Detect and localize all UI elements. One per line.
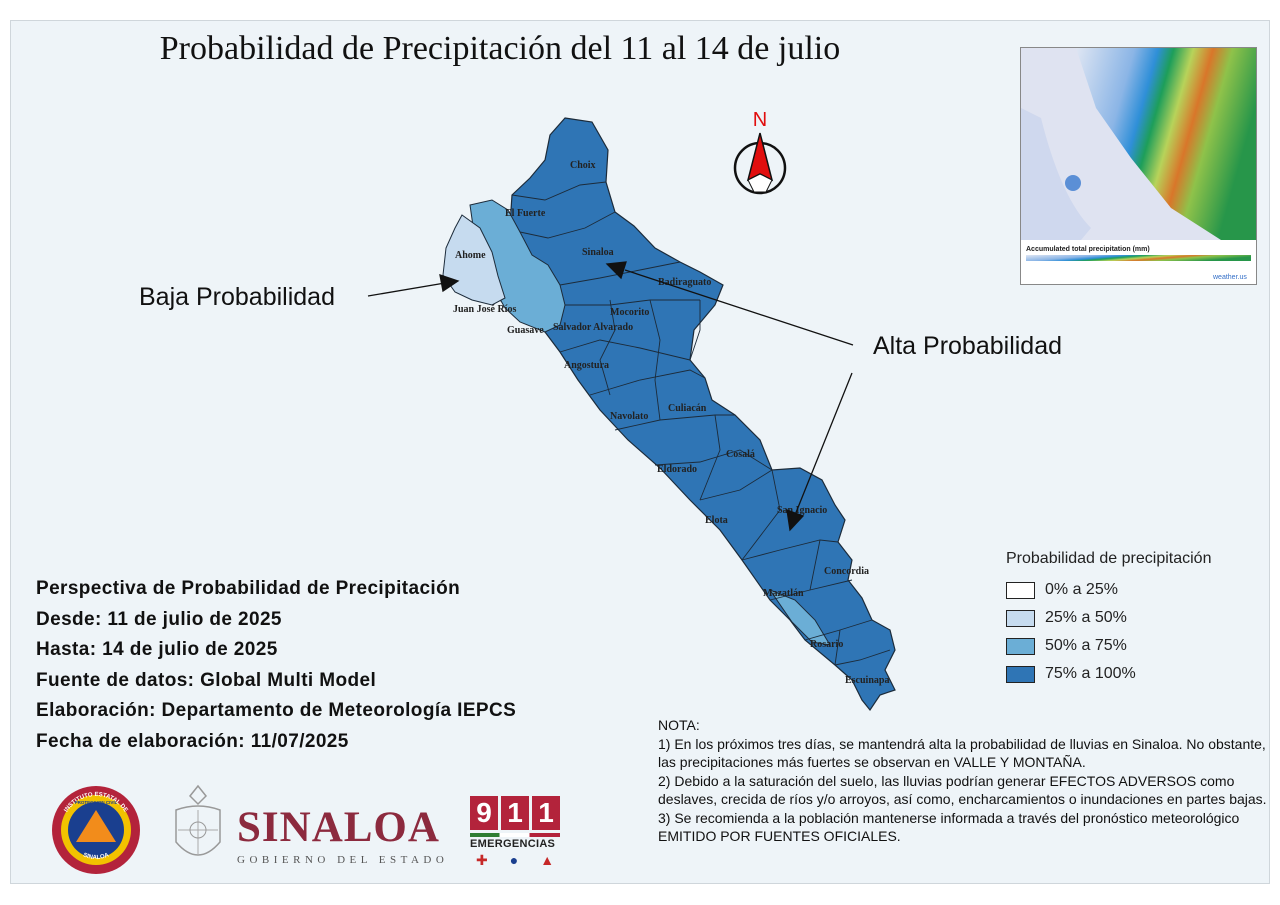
legend-label: 25% a 50% xyxy=(1045,609,1127,626)
legend-item: 25% a 50% xyxy=(1006,604,1211,632)
north-arrow-icon: N xyxy=(733,109,787,195)
svg-text:SINALOA: SINALOA xyxy=(82,852,110,861)
info-end-date: Hasta: 14 de julio de 2025 xyxy=(36,639,278,660)
logo-pc-bottom-text: SINALOA xyxy=(82,852,110,861)
municipality-label: Angostura xyxy=(564,360,609,371)
high-annotation-arrow-2 xyxy=(794,372,853,516)
municipality-label: Sinaloa xyxy=(582,247,614,258)
map-legend: Probabilidad de precipitación 0% a 25% 2… xyxy=(1006,550,1211,688)
info-author: Elaboración: Departamento de Meteorologí… xyxy=(36,700,517,721)
municipality-label: Culiacán xyxy=(668,403,707,414)
legend-swatch xyxy=(1006,637,1035,655)
high-annotation-arrow-1 xyxy=(624,269,854,346)
note-heading: NOTA: xyxy=(658,717,700,733)
logo-911-digit: 9 xyxy=(470,796,498,830)
municipality-label: San Ignacio xyxy=(777,505,827,516)
legend-item: 75% a 100% xyxy=(1006,660,1211,688)
inset-map: Accumulated total precipitation (mm) wea… xyxy=(1021,48,1256,284)
info-start-date: Desde: 11 de julio de 2025 xyxy=(36,608,282,630)
municipality-label: Badiraguato xyxy=(658,277,711,288)
north-label: N xyxy=(753,109,767,131)
fire-icon: ▲ xyxy=(540,852,555,868)
legend-label: 0% a 25% xyxy=(1045,581,1118,598)
municipality-label: Cosalá xyxy=(726,449,755,460)
municipality-label: Mazatlán xyxy=(763,588,804,599)
precipitation-model-inset: Accumulated total precipitation (mm) wea… xyxy=(1020,47,1257,285)
note-item-1: 1) En los próximos tres días, se mantend… xyxy=(658,735,1266,771)
arrowhead-icon xyxy=(605,261,627,280)
gobierno-sinaloa-logo: SINALOA GOBIERNO DEL ESTADO xyxy=(237,804,449,866)
municipality-label: Salvador Alvarado xyxy=(553,322,633,333)
note-block: NOTA: 1) En los próximos tres días, se m… xyxy=(658,716,1273,846)
legend-label: 50% a 75% xyxy=(1045,637,1127,654)
municipality-label: Escuinapa xyxy=(845,675,889,686)
municipality-label: Juan José Ríos xyxy=(453,304,516,315)
cross-icon: ✚ xyxy=(476,852,488,868)
legend-swatch xyxy=(1006,581,1035,599)
low-probability-region xyxy=(442,214,506,306)
municipality-label: Ahome xyxy=(455,250,486,261)
logo-pc-mid-text: PROTECCION CIVIL xyxy=(75,800,118,805)
logo-911-digit: 1 xyxy=(501,796,529,830)
legend-swatch xyxy=(1006,609,1035,627)
legend-item: 0% a 25% xyxy=(1006,576,1211,604)
info-created-date: Fecha de elaboración: 11/07/2025 xyxy=(36,730,349,752)
legend-label: 75% a 100% xyxy=(1045,665,1136,682)
municipality-label: El Fuerte xyxy=(505,208,546,219)
municipality-label: Rosario xyxy=(810,639,843,650)
logo-911-stripe xyxy=(470,833,560,837)
coastal-mid-strip xyxy=(768,588,831,646)
info-data-source: Fuente de datos: Global Multi Model xyxy=(36,669,377,691)
low-annotation-arrow xyxy=(367,282,446,297)
emergencias-911-logo: 9 1 1 EMERGENCIAS ✚ ● ▲ xyxy=(470,796,560,869)
municipality-label: Guasave xyxy=(507,325,544,336)
police-cap-icon: ● xyxy=(509,852,519,868)
legend-title: Probabilidad de precipitación xyxy=(1006,550,1212,567)
legend-item: 50% a 75% xyxy=(1006,632,1211,660)
municipality-label: Elota xyxy=(705,515,728,526)
state-coat-of-arms-icon xyxy=(175,784,221,856)
arrowhead-icon xyxy=(439,274,460,293)
proteccion-civil-logo: INSTITUTO ESTATAL DE PROTECCION CIVIL SI… xyxy=(52,786,140,874)
high-probability-label: Alta Probabilidad xyxy=(873,332,1063,360)
low-probability-label: Baja Probabilidad xyxy=(139,283,335,311)
municipality-label: Choix xyxy=(570,160,596,171)
forecast-info: Perspectiva de Probabilidad de Precipita… xyxy=(36,578,516,761)
state-high-probability-region xyxy=(489,117,896,712)
legend-swatch xyxy=(1006,665,1035,683)
inset-colorbar xyxy=(1026,255,1251,261)
municipal-boundaries xyxy=(511,181,891,666)
logo-911-digit: 1 xyxy=(532,796,560,830)
logo-gobierno-word: GOBIERNO DEL ESTADO xyxy=(237,854,449,866)
info-heading: Perspectiva de Probabilidad de Precipita… xyxy=(36,578,461,599)
logo-911-emergencias: EMERGENCIAS xyxy=(470,838,556,850)
arrowhead-icon xyxy=(786,509,805,532)
note-item-3: 3) Se recomienda a la población mantener… xyxy=(658,809,1240,845)
inset-brand: weather.us xyxy=(1212,274,1247,281)
inset-caption: Accumulated total precipitation (mm) xyxy=(1026,246,1150,253)
logo-sinaloa-word: SINALOA xyxy=(237,804,440,851)
map-title: Probabilidad de Precipitación del 11 al … xyxy=(159,30,841,67)
municipality-label: Eldorado xyxy=(657,464,697,475)
municipality-label: Navolato xyxy=(610,411,648,422)
municipality-label: Concordia xyxy=(824,566,869,577)
municipality-label: Mocorito xyxy=(610,307,649,318)
note-item-2: 2) Debido a la saturación del suelo, las… xyxy=(658,772,1267,808)
